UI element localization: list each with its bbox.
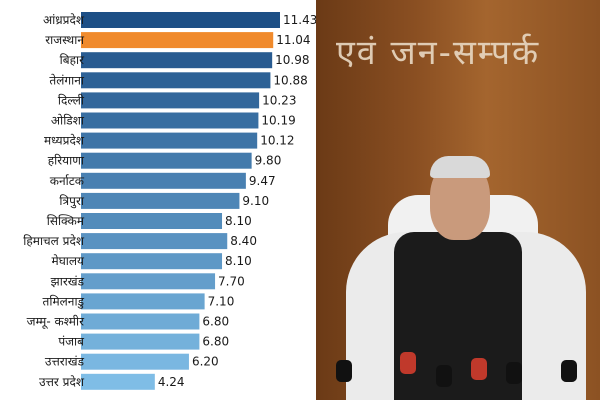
bar-6 [81, 132, 258, 149]
value-label: 11.04 [276, 33, 310, 47]
value-label: 6.20 [192, 355, 219, 369]
bar-chart: आंध्रप्रदेश 11.43 राजस्थान 11.04 बिहार 10.98 त… [23, 12, 316, 390]
category-label: उत्तर प्रदेश [39, 375, 85, 389]
category-label: पंजाब [58, 335, 85, 349]
category-label: आंध्रप्रदेश [43, 13, 85, 27]
value-label: 6.80 [202, 335, 229, 349]
category-label: हिमाचल प्रदेश [23, 234, 85, 248]
value-label: 7.10 [208, 294, 235, 308]
microphone-icon [400, 352, 416, 374]
microphone-icon [506, 362, 522, 384]
microphone-icon [436, 365, 452, 387]
value-label: 8.40 [230, 234, 257, 248]
bar-8 [81, 172, 246, 189]
bar-2 [81, 52, 273, 69]
category-label: दिल्ली [58, 93, 85, 107]
bar-18 [81, 373, 155, 390]
value-label: 10.23 [262, 93, 296, 107]
category-label: हरियाणा [48, 154, 85, 168]
category-label: झारखंड [51, 274, 85, 288]
category-label: ओडिशा [51, 114, 85, 128]
microphone-icon [336, 360, 352, 382]
bar-11 [81, 233, 228, 250]
bar-15 [81, 313, 200, 330]
bar-5 [81, 112, 259, 129]
value-label: 11.43 [283, 13, 316, 27]
value-label: 4.24 [158, 375, 185, 389]
bar-0 [81, 12, 280, 28]
press-conference-photo: एवं जन-सम्पर्क [316, 0, 600, 400]
category-label: त्रिपुरा [59, 194, 84, 209]
value-label: 9.10 [242, 194, 269, 208]
microphone-icon [471, 358, 487, 380]
category-label: मध्यप्रदेश [44, 134, 85, 148]
value-label: 10.88 [273, 73, 307, 87]
category-label: उत्तराखंड [45, 355, 85, 369]
value-label: 8.10 [225, 214, 252, 228]
category-label: तमिलनाडु [43, 294, 85, 309]
value-label: 10.98 [275, 53, 309, 67]
category-label: सिक्किम [47, 214, 85, 228]
value-label: 8.10 [225, 254, 252, 268]
category-label: कर्नाटक [50, 174, 85, 188]
category-label: बिहार [60, 53, 85, 67]
value-label: 7.70 [218, 274, 245, 288]
bar-17 [81, 353, 189, 370]
bar-7 [81, 152, 252, 169]
value-label: 10.12 [260, 134, 294, 148]
bar-10 [81, 213, 223, 229]
microphone-icon [561, 360, 577, 382]
speaker-hair-shape [430, 156, 490, 178]
bar-13 [81, 273, 216, 290]
bar-14 [81, 293, 205, 310]
value-label: 6.80 [202, 315, 229, 329]
speaker-vest-shape [394, 232, 522, 400]
value-label: 9.47 [249, 174, 276, 188]
category-label: राजस्थान [45, 33, 84, 47]
category-label: जम्मू- कश्मीर [27, 315, 85, 330]
value-label: 9.80 [255, 154, 282, 168]
bar-16 [81, 333, 200, 350]
bar-4 [81, 92, 260, 109]
bar-9 [81, 192, 240, 209]
bar-1 [81, 32, 274, 49]
wall-sign-text: एवं जन-सम्पर्क [336, 33, 541, 73]
bar-12 [81, 253, 223, 270]
category-label: मेघालय [52, 254, 86, 268]
bar-3 [81, 72, 271, 89]
value-label: 10.19 [261, 114, 295, 128]
category-label: तेलंगाना [49, 73, 85, 87]
bar-chart-panel: आंध्रप्रदेश 11.43 राजस्थान 11.04 बिहार 10.98 त… [23, 12, 316, 390]
